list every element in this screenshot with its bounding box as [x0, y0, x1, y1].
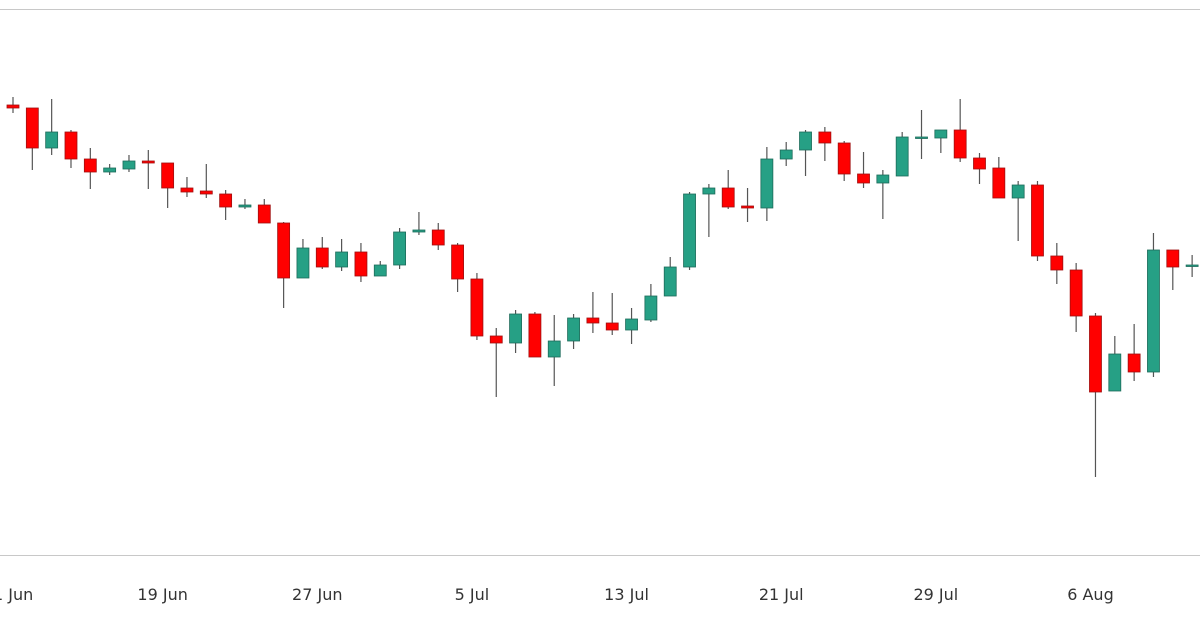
x-tick-label: 27 Jun [292, 585, 342, 604]
candle-body-down: 4 Aug [1050, 255, 1064, 271]
candle-body-up: 1 Jul [393, 231, 407, 266]
candle-body-up: 13 Jul [625, 318, 638, 331]
candle-body-down: 3 Aug [1031, 184, 1044, 257]
candle-body-down: 21 Jun [199, 190, 213, 195]
candle-body-up: 7 Aug [1108, 353, 1122, 392]
candle-body-down: 6 Aug [1089, 315, 1102, 393]
candle-body-up: 16 Jul [683, 193, 696, 268]
candle-body-up: 20 Jul [760, 158, 774, 209]
candle-body-down: 12 Jun [25, 107, 39, 149]
candle-body-up: 7 Jul [509, 313, 522, 344]
candle-body-up: 14 Jul [644, 295, 658, 321]
candle-body-down: 15 Jun [83, 158, 97, 173]
candle-body-down: 27 Jun [315, 247, 329, 268]
candle-body-up: 2 Jul [412, 229, 426, 233]
candle-body-up: 11 Aug [1185, 264, 1199, 267]
candle-body-down: 12 Jul [605, 322, 619, 331]
candle-body-up: 10 Jul [567, 317, 580, 342]
candle-body-down: 11 Jun [6, 104, 20, 109]
candle-body-down: 20 Jun [180, 187, 194, 193]
candle-body-up: 13 Jun [45, 131, 59, 149]
candle-body-up: 17 Jul [702, 187, 716, 195]
candle-body-up: 26 Jun [296, 247, 310, 279]
candle-body-up: 26 Jul [876, 174, 890, 184]
candle-body-up: 30 Jun [373, 264, 387, 277]
candle-body-up: 17 Jun [122, 160, 136, 170]
candle-body-down: 3 Jul [431, 229, 445, 246]
candle-body-down: 22 Jun [219, 193, 233, 208]
candle-body-down: 30 Jul [953, 129, 967, 159]
x-tick-label: 29 Jul [913, 585, 958, 604]
candle-body-up: 15 Jul [663, 266, 677, 297]
candle-body-down: 25 Jun [277, 222, 291, 279]
candle-body-down: 25 Jul [857, 173, 870, 184]
x-tick-label: 13 Jul [604, 585, 649, 604]
candle-body-down: 8 Jul [528, 313, 542, 358]
candle-body-down: 1 Aug [992, 167, 1006, 199]
candle-body-down: 31 Jul [973, 157, 986, 170]
x-tick-label: 21 Jul [759, 585, 804, 604]
x-tick-label: 19 Jun [137, 585, 187, 604]
candle-body-down: 10 Aug [1166, 249, 1180, 268]
candle-body-down: 6 Jul [489, 335, 503, 344]
candles: 11 Jun 12 Jun 13 Jun 14 Jun 15 Jun 16 Jun 17 J… [6, 97, 1199, 477]
x-tick-label: 11 Jun [0, 585, 33, 604]
candle-body-down: 23 Jul [818, 131, 832, 144]
x-axis-ticks: 11 Jun 19 Jun 27 Jun 5 Jul 13 Jul 21 Jul… [0, 585, 1114, 604]
candle-body-down: 24 Jun [257, 204, 271, 224]
candle-body-down: 8 Aug [1127, 353, 1141, 373]
candle-body-down: 29 Jun [354, 251, 368, 277]
candle-body-down: 19 Jul [741, 205, 754, 209]
candle-body-up: 9 Aug [1147, 249, 1160, 373]
candle-body-up: 28 Jul [915, 136, 928, 139]
candle-body-up: 16 Jun [103, 167, 117, 173]
candle-body-down: 11 Jul [586, 317, 600, 324]
candle-body-down: 18 Jul [721, 187, 735, 208]
candle-body-down: 24 Jul [837, 142, 851, 175]
candle-body-down: 19 Jun [161, 162, 175, 189]
candle-body-down: 5 Jul [470, 278, 484, 337]
candle-body-down: 5 Aug [1069, 269, 1083, 317]
candle-body-down: 18 Jun [141, 160, 155, 164]
candle-body-up: 2 Aug [1011, 184, 1025, 199]
candle-body-up: 29 Jul [934, 129, 948, 139]
candle-body-up: 27 Jul [895, 136, 909, 177]
x-tick-label: 5 Jul [455, 585, 490, 604]
candle-body-up: 28 Jun [335, 251, 349, 268]
candle-body-up: 9 Jul [547, 340, 561, 358]
candle-body-up: 23 Jun [238, 204, 252, 208]
candle-body-up: 22 Jul [799, 131, 812, 151]
candle-body-down: 14 Jun [64, 131, 78, 160]
x-tick-label: 6 Aug [1067, 585, 1114, 604]
candle-body-up: 21 Jul [779, 149, 793, 160]
candle-body-down: 4 Jul [451, 244, 464, 280]
